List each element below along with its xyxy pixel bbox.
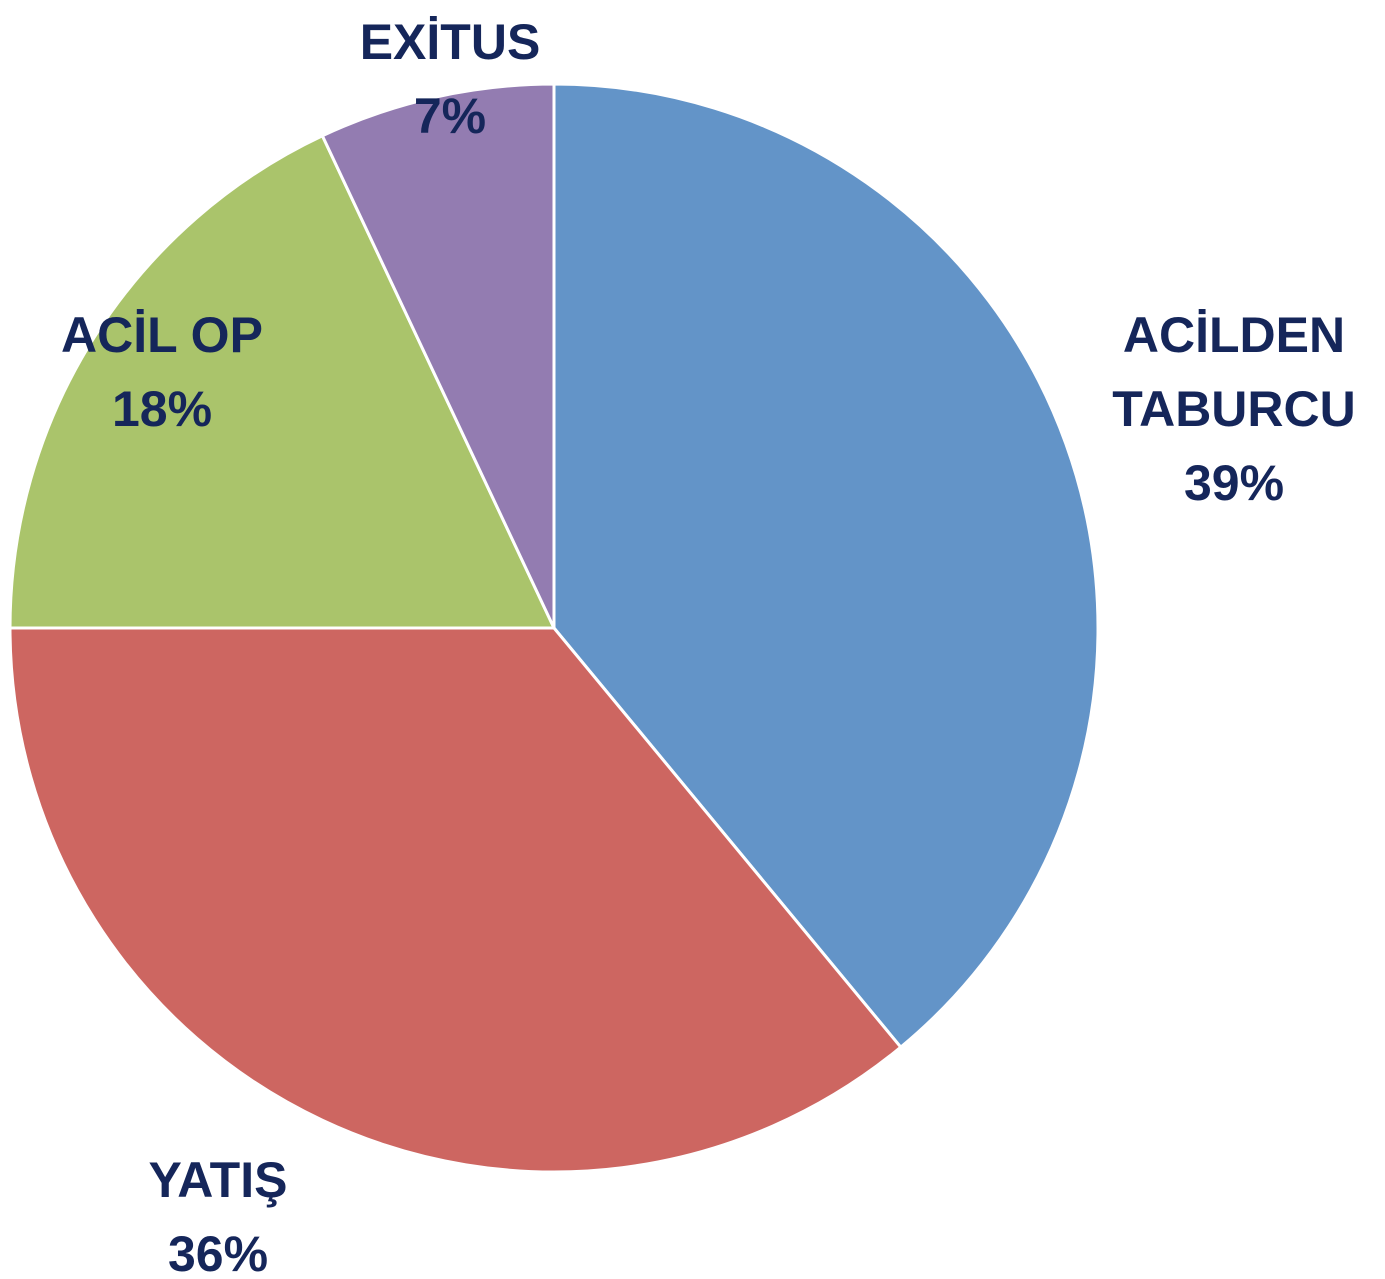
slice-label: EXİTUS 7% — [300, 5, 600, 153]
pie-slice — [8, 133, 557, 630]
category-label: EXİTUS — [359, 14, 541, 70]
pie-slice — [8, 626, 903, 1174]
value-label: 18% — [111, 381, 213, 437]
slice-label: YATIŞ 36% — [68, 1143, 368, 1279]
value-label: 39% — [1183, 455, 1285, 511]
slice-label: ACİL OP 18% — [12, 298, 312, 446]
category-label: ACİL OP — [61, 307, 263, 363]
category-label: ACİLDEN TABURCU — [1112, 307, 1356, 437]
slice-label: ACİLDEN TABURCU 39% — [1089, 298, 1379, 520]
value-label: 7% — [413, 88, 487, 144]
category-label: YATIŞ — [148, 1152, 288, 1208]
pie-slice — [320, 82, 556, 629]
pie-slice — [552, 82, 1100, 1050]
value-label: 36% — [167, 1226, 269, 1279]
